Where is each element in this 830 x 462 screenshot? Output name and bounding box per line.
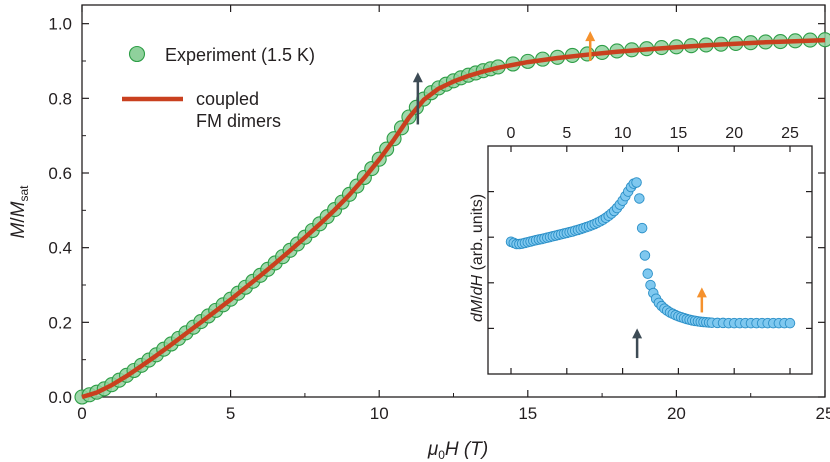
- x-tick-label: 10: [370, 404, 389, 423]
- inset-x-tick-label: 15: [670, 125, 688, 142]
- inset-x-tick-label: 0: [507, 125, 516, 142]
- fit-line: [81, 37, 826, 400]
- inset-x-tick-label: 5: [562, 125, 571, 142]
- y-tick-label: 0.2: [48, 313, 72, 332]
- x-tick-label: 5: [226, 404, 235, 423]
- y-tick-label: 0.4: [48, 239, 72, 258]
- x-tick-label: 20: [667, 404, 686, 423]
- x-tick-label: 15: [518, 404, 537, 423]
- y-tick-label: 0.0: [48, 388, 72, 407]
- inset-point: [784, 317, 796, 329]
- x-tick-label: 0: [77, 404, 86, 423]
- inset-point: [631, 177, 642, 188]
- x-axis-label: μ0H (T): [427, 439, 488, 462]
- y-tick-label: 1.0: [48, 15, 72, 34]
- legend-label-experiment: Experiment (1.5 K): [165, 45, 315, 65]
- inset-x-tick-label: 20: [725, 125, 743, 142]
- inset-point: [639, 250, 651, 261]
- inset-transition-arrow-head: [632, 328, 643, 339]
- x-tick-label: 25: [816, 404, 830, 423]
- inset-frame: [487, 145, 813, 375]
- inset-plot: 0 5 10 15 20 25: [487, 125, 813, 375]
- inset-point: [634, 193, 645, 204]
- saturation-arrow-head: [585, 31, 596, 42]
- y-tick-label: 0.6: [48, 164, 72, 183]
- y-axis-label: M/Msat: [8, 185, 31, 239]
- main-plot: 0 5 10 15 20 25 0.0 0.2 0.4 0.6 0.8 1.0 Experiment (…: [48, 4, 830, 423]
- legend-label-fit: coupled FM dimers: [196, 89, 281, 131]
- inset-saturation-arrow-head: [696, 287, 707, 298]
- legend-marker-experiment: [128, 45, 146, 63]
- transition-arrow-head: [412, 72, 423, 83]
- inset-x-tick-label: 25: [781, 125, 799, 142]
- y-tick-label: 0.8: [48, 89, 72, 108]
- inset-point: [636, 222, 648, 234]
- inset-point: [642, 268, 653, 279]
- inset-x-tick-label: 10: [614, 125, 632, 142]
- inset-y-axis-label: dM/dH (arb. units): [469, 194, 486, 322]
